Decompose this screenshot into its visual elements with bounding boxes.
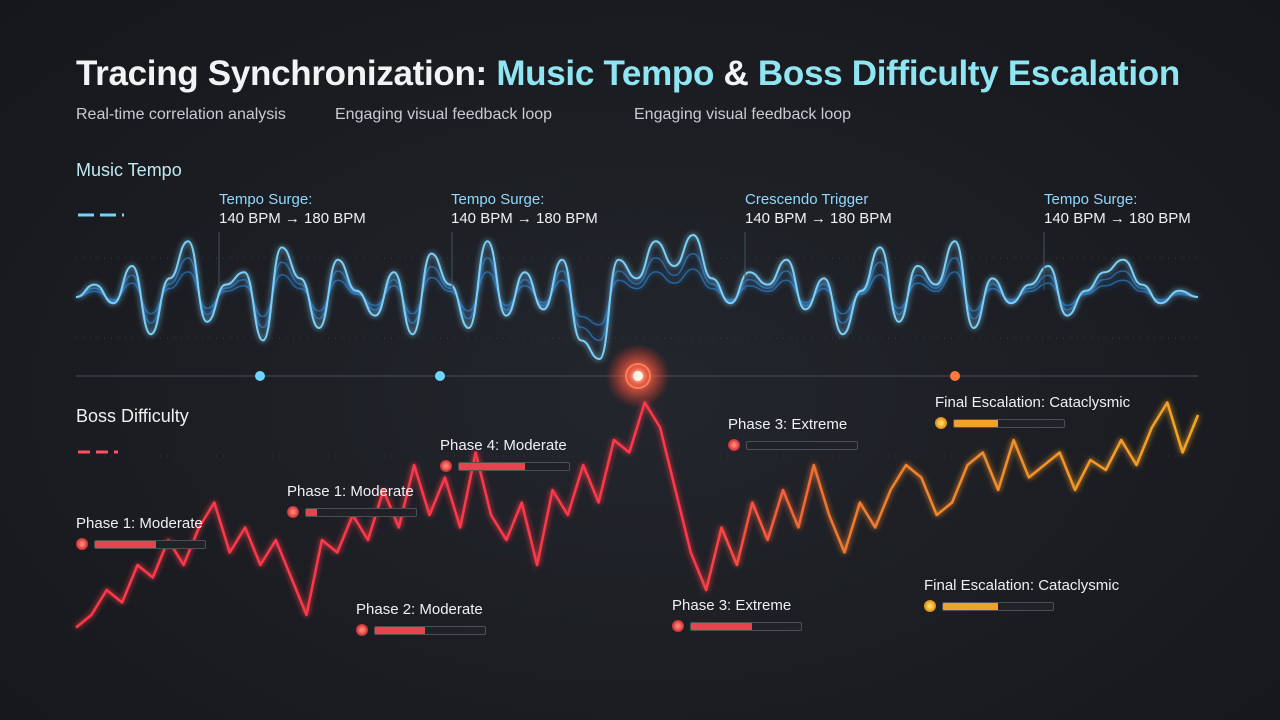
tempo-series bbox=[75, 234, 1199, 360]
deco-marks bbox=[78, 213, 124, 454]
subtitle-1: Real-time correlation analysis bbox=[76, 106, 286, 123]
subtitle-3: Engaging visual feedback loop bbox=[634, 106, 852, 123]
phase-meter bbox=[305, 507, 417, 517]
difficulty-series bbox=[75, 401, 1200, 629]
phase-label-8-text: Final Escalation: Cataclysmic bbox=[924, 577, 1120, 594]
subtitle-2: Engaging visual feedback loop bbox=[335, 106, 553, 123]
phase-meter bbox=[942, 601, 1054, 611]
phase-meter bbox=[690, 621, 802, 631]
skull-icon bbox=[440, 460, 452, 472]
sync-markers bbox=[255, 344, 960, 408]
phase-meter bbox=[374, 625, 486, 635]
phase-meter bbox=[458, 461, 570, 471]
phase-label-6-text: Phase 3: Extreme bbox=[672, 597, 792, 614]
phase-label-6: Phase 3: Extreme bbox=[672, 597, 802, 632]
boss-difficulty-label: Boss Difficulty bbox=[76, 406, 189, 426]
annotation-leaders bbox=[218, 232, 1045, 290]
peak-ring bbox=[625, 363, 651, 389]
phase-meter bbox=[746, 440, 858, 450]
skull-icon bbox=[672, 620, 684, 632]
title-part-3: & bbox=[714, 54, 758, 93]
tempo-annotation-4: Tempo Surge: 140 BPM → 180 BPM bbox=[1044, 190, 1191, 228]
tempo-annotation-2-title: Tempo Surge: bbox=[451, 191, 545, 208]
tempo-annotation-3-title: Crescendo Trigger bbox=[745, 191, 869, 208]
phase-label-2: Phase 1: Moderate bbox=[287, 483, 417, 518]
phase-label-8: Final Escalation: Cataclysmic bbox=[924, 577, 1119, 612]
title-part-1: Tracing Synchronization: bbox=[76, 54, 497, 93]
phase-label-7-text: Final Escalation: Cataclysmic bbox=[935, 394, 1131, 411]
music-tempo-label: Music Tempo bbox=[76, 160, 182, 180]
title-part-4: Boss Difficulty Escalation bbox=[757, 54, 1180, 93]
phase-meter bbox=[953, 418, 1065, 428]
phase-label-1: Phase 1: Moderate bbox=[76, 515, 206, 550]
phase-label-4-text: Phase 4: Moderate bbox=[440, 437, 567, 454]
tempo-annotation-1-title: Tempo Surge: bbox=[219, 191, 313, 208]
phase-label-7: Final Escalation: Cataclysmic bbox=[935, 394, 1130, 429]
phase-meter bbox=[94, 539, 206, 549]
tempo-annotation-3-value: 140 BPM → 180 BPM bbox=[745, 210, 892, 227]
sync-dot-3 bbox=[950, 371, 960, 381]
tempo-annotation-1: Tempo Surge: 140 BPM → 180 BPM bbox=[219, 190, 366, 228]
shield-icon bbox=[924, 600, 936, 612]
phase-label-4: Phase 4: Moderate bbox=[440, 437, 570, 472]
tempo-annotation-2-value: 140 BPM → 180 BPM bbox=[451, 210, 598, 227]
page-title: Tracing Synchronization: Music Tempo & B… bbox=[76, 54, 1180, 94]
tempo-annotation-1-value: 140 BPM → 180 BPM bbox=[219, 210, 366, 227]
shield-icon bbox=[935, 417, 947, 429]
phase-label-1-text: Phase 1: Moderate bbox=[76, 515, 203, 532]
sync-dot-2 bbox=[435, 371, 445, 381]
tempo-annotation-4-title: Tempo Surge: bbox=[1044, 191, 1138, 208]
tempo-annotation-3: Crescendo Trigger 140 BPM → 180 BPM bbox=[745, 190, 892, 228]
title-part-2: Music Tempo bbox=[496, 54, 715, 93]
skull-icon bbox=[356, 624, 368, 636]
tempo-line-3 bbox=[75, 234, 1199, 360]
tempo-line-2 bbox=[75, 252, 1199, 342]
phase-label-3-text: Phase 2: Moderate bbox=[356, 601, 483, 618]
skull-icon bbox=[287, 506, 299, 518]
peak-core bbox=[633, 371, 643, 381]
phase-label-5: Phase 3: Extreme bbox=[728, 416, 858, 451]
tempo-annotation-2: Tempo Surge: 140 BPM → 180 BPM bbox=[451, 190, 598, 228]
sync-dot-1 bbox=[255, 371, 265, 381]
phase-label-5-text: Phase 3: Extreme bbox=[728, 416, 848, 433]
skull-icon bbox=[728, 439, 740, 451]
skull-icon bbox=[76, 538, 88, 550]
phase-label-2-text: Phase 1: Moderate bbox=[287, 483, 414, 500]
difficulty-line bbox=[75, 401, 1200, 629]
phase-label-3: Phase 2: Moderate bbox=[356, 601, 486, 636]
tempo-annotation-4-value: 140 BPM → 180 BPM bbox=[1044, 210, 1191, 227]
tempo-line-1 bbox=[75, 268, 1199, 326]
